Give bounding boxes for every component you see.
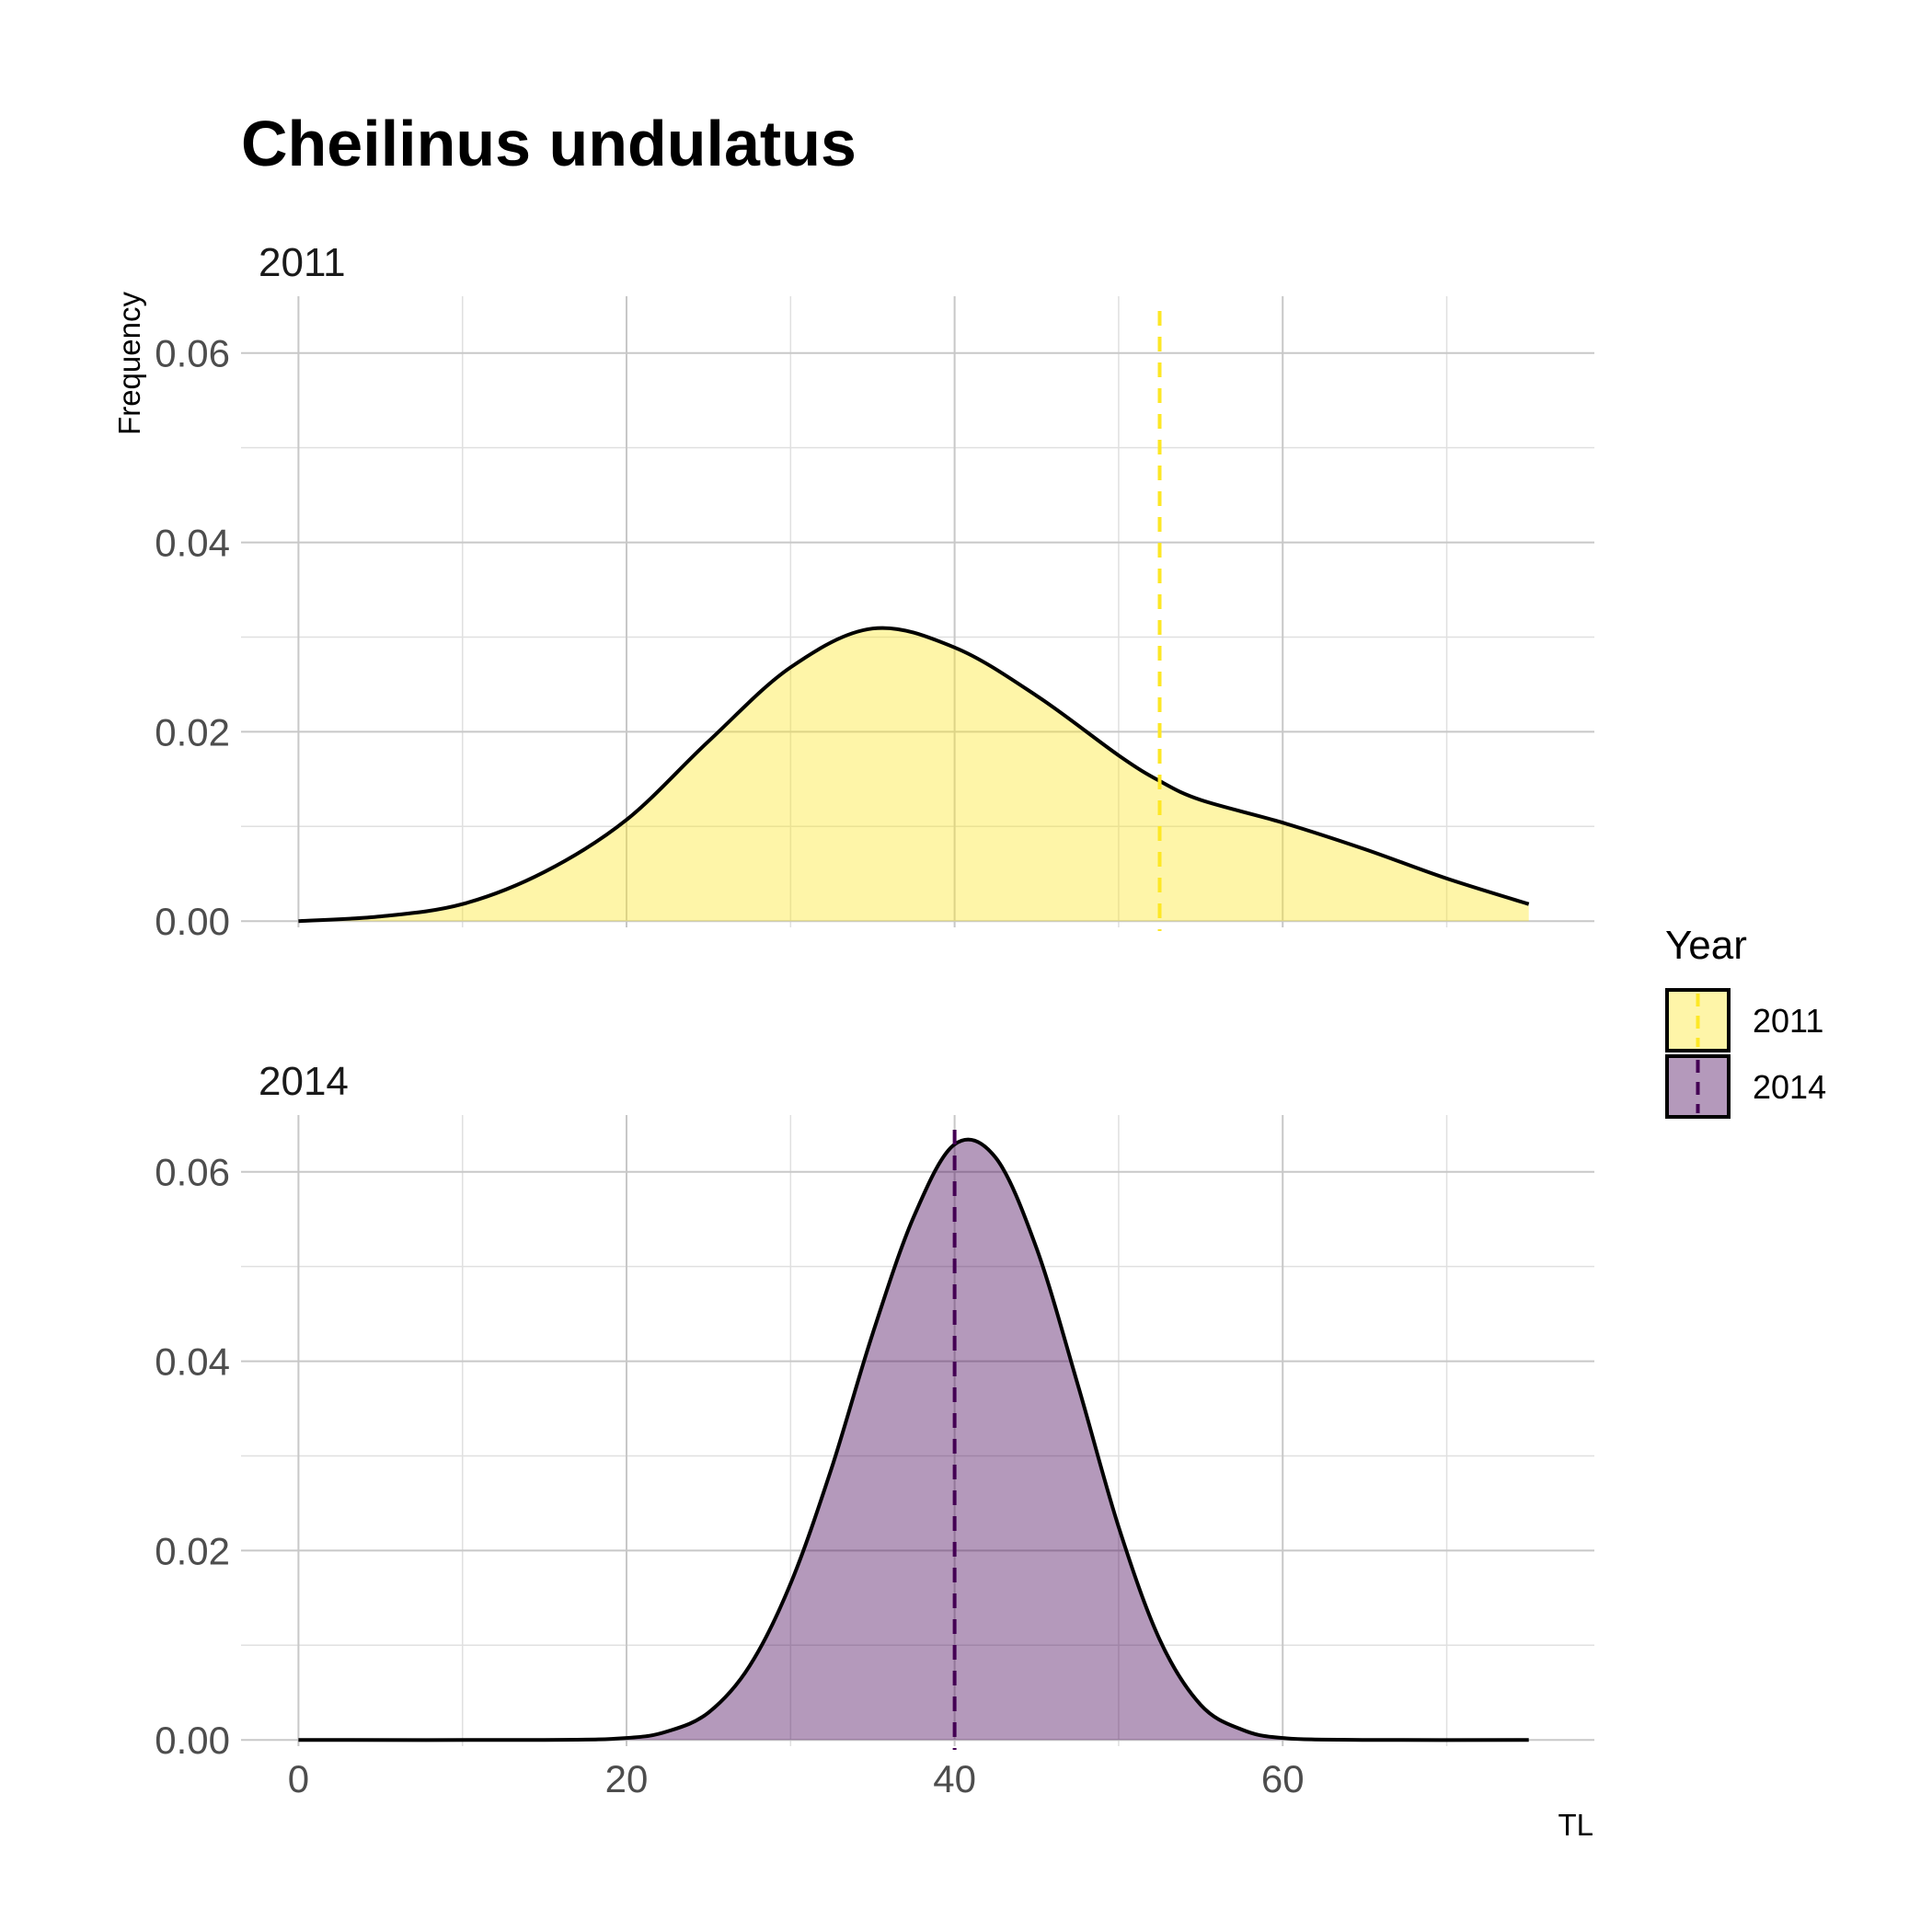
x-axis-ticks: 0 20 40 60: [288, 1757, 1305, 1800]
x-tick-label: 20: [605, 1757, 649, 1800]
y-tick-label: 0.04: [155, 1340, 230, 1384]
y-tick-label: 0.06: [155, 332, 230, 375]
density-area-2014: [298, 1139, 1529, 1741]
y-tick-label: 0.04: [155, 522, 230, 565]
x-tick-label: 40: [933, 1757, 976, 1800]
density-line-2011: [298, 626, 1530, 924]
chart-title: Cheilinus undulatus: [241, 108, 857, 179]
legend-title: Year: [1665, 923, 1747, 968]
density-line-2014: [298, 1137, 1529, 1742]
y-axis-title: Frequency: [112, 292, 146, 435]
density-area-2011: [298, 627, 1529, 922]
panel-2011: 2011 0.00 0.02 0.04 0.06: [155, 240, 1594, 943]
y-tick-label: 0.06: [155, 1151, 230, 1194]
legend-label-2014: 2014: [1753, 1068, 1826, 1106]
y-tick-label: 0.00: [155, 900, 230, 943]
legend-label-2011: 2011: [1753, 1002, 1823, 1040]
x-axis-title: TL: [1558, 1808, 1593, 1842]
panel-2014: 2014 0.00 0.02 0.04 0.06: [155, 1059, 1594, 1762]
y-tick-label: 0.02: [155, 710, 230, 753]
y-tick-label: 0.00: [155, 1719, 230, 1762]
y-tick-label: 0.02: [155, 1529, 230, 1572]
x-tick-label: 60: [1261, 1757, 1305, 1800]
strip-label-2011: 2011: [259, 240, 346, 285]
strip-label-2014: 2014: [259, 1059, 349, 1104]
x-tick-label: 0: [288, 1757, 309, 1800]
